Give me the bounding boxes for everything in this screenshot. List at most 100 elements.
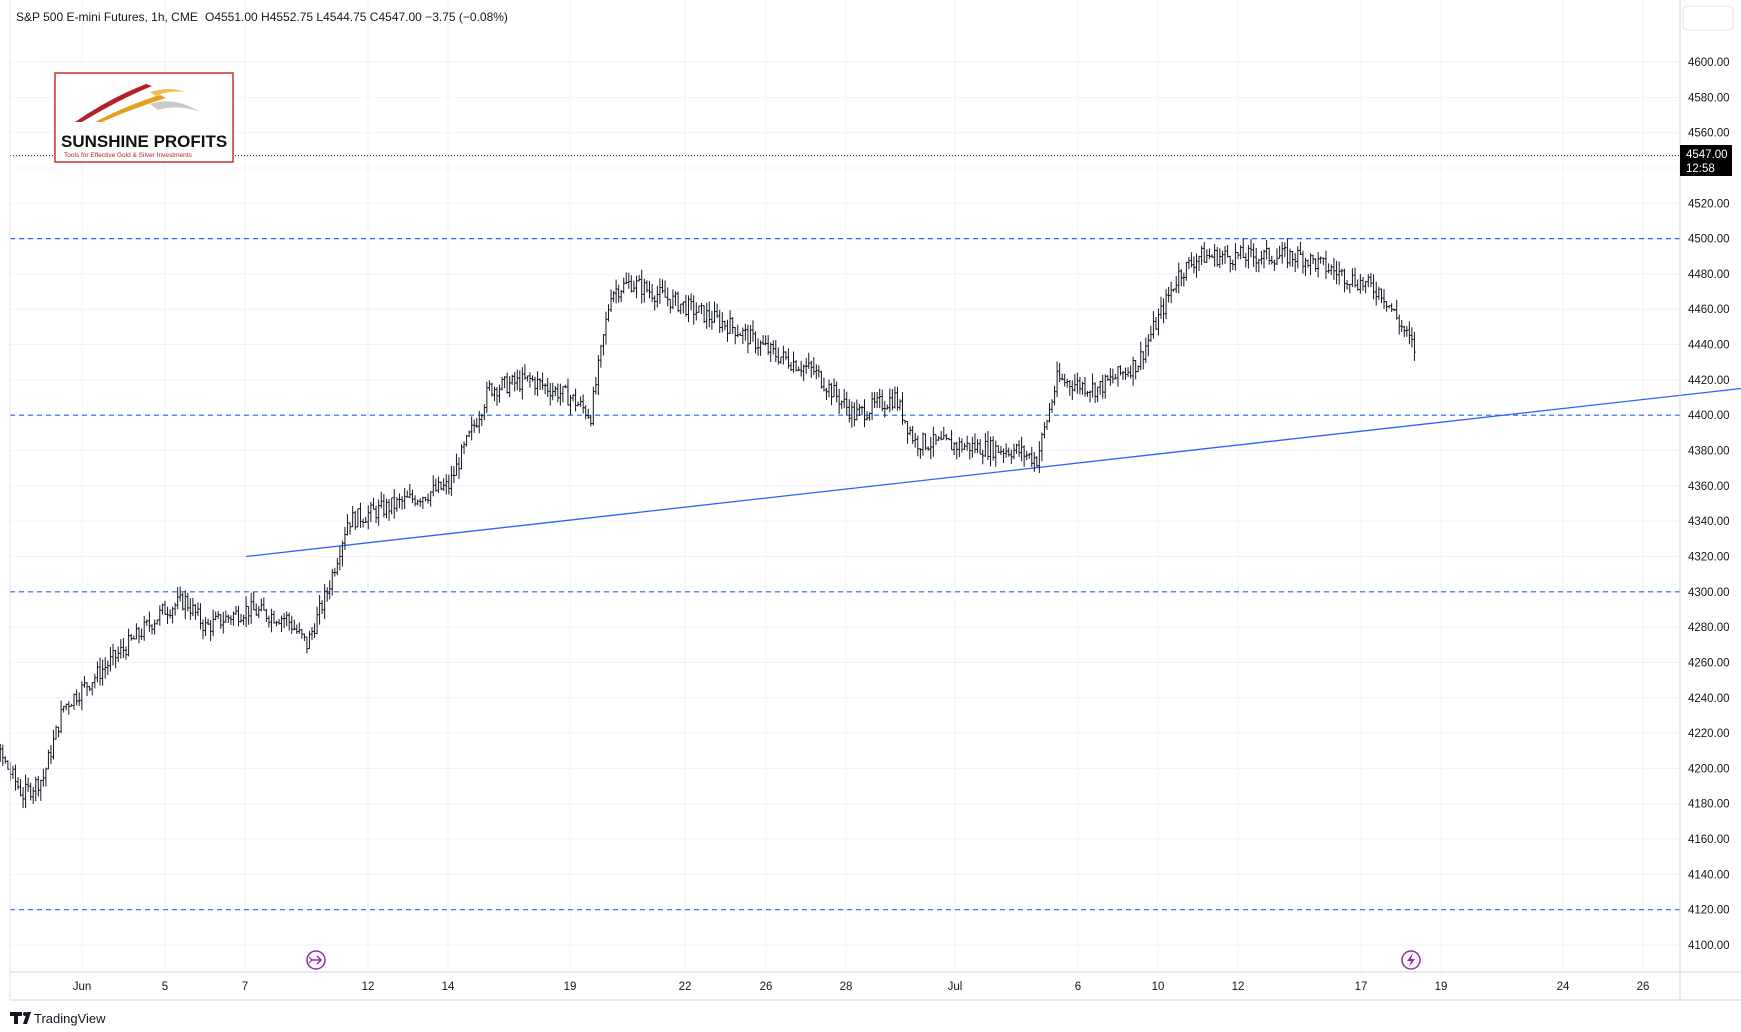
candle	[584, 405, 588, 420]
candle	[1119, 365, 1122, 376]
candle	[546, 377, 549, 397]
candle	[715, 303, 719, 319]
candle	[978, 438, 982, 455]
candle	[1286, 237, 1289, 269]
time-tick-label: 26	[760, 981, 773, 993]
candle	[531, 375, 534, 382]
candle	[1169, 281, 1173, 304]
candle	[475, 417, 479, 428]
candle	[1327, 263, 1330, 274]
price-tick-label: 4320.00	[1688, 551, 1730, 563]
candle	[148, 611, 151, 632]
candle	[1035, 456, 1039, 467]
tradingview-logo[interactable]: TradingView	[10, 1011, 106, 1026]
candle	[617, 284, 620, 303]
candle	[971, 436, 974, 458]
candle	[1, 744, 5, 766]
candle	[592, 386, 595, 426]
candle	[1106, 375, 1110, 381]
candle	[1403, 325, 1406, 338]
candle	[1121, 370, 1125, 380]
candle	[101, 659, 104, 686]
candle	[447, 474, 451, 495]
candle	[820, 370, 823, 389]
candle	[96, 661, 99, 683]
candle	[85, 682, 89, 696]
candle	[209, 620, 212, 642]
candle	[1231, 259, 1235, 271]
candle	[150, 624, 154, 635]
candle	[1364, 280, 1367, 294]
candle	[1311, 254, 1315, 265]
trend-line[interactable]	[246, 329, 1741, 558]
candle	[853, 402, 856, 427]
candle	[653, 295, 657, 311]
candle	[1400, 320, 1404, 332]
candle	[1038, 441, 1041, 474]
time-tick-label: Jun	[73, 981, 92, 993]
candle	[1167, 286, 1170, 303]
candle	[472, 419, 476, 433]
candle	[1136, 365, 1140, 373]
candle	[1260, 250, 1263, 265]
candle	[1392, 308, 1396, 312]
candle	[1144, 337, 1148, 364]
time-tick-label: 6	[1075, 981, 1081, 993]
candle	[1134, 359, 1137, 380]
candle	[586, 408, 590, 419]
candle	[382, 493, 386, 518]
candle	[901, 392, 904, 425]
tradingview-icon	[10, 1012, 31, 1024]
top-right-widget[interactable]	[1682, 5, 1734, 31]
candle	[766, 335, 770, 356]
candle	[1050, 399, 1054, 413]
candle	[4, 756, 7, 764]
arrow-circle-icon[interactable]	[306, 950, 326, 970]
candle	[1329, 264, 1333, 276]
candle	[612, 291, 615, 303]
candle	[822, 377, 826, 392]
candle	[292, 619, 296, 631]
candle	[405, 490, 409, 498]
candle	[439, 481, 443, 491]
candle	[372, 497, 375, 510]
candle	[1361, 277, 1365, 291]
candle	[1149, 325, 1153, 342]
candle	[221, 611, 225, 634]
candle	[1179, 269, 1183, 287]
candle	[116, 646, 120, 662]
candle	[934, 434, 938, 446]
candle	[1293, 252, 1297, 273]
candle	[1174, 275, 1178, 293]
candle	[1124, 367, 1127, 380]
time-tick-label: 22	[679, 981, 692, 993]
candle	[242, 614, 245, 626]
trend-line-layer[interactable]	[246, 329, 1741, 558]
candle	[260, 598, 263, 612]
candle	[1322, 257, 1325, 266]
candle	[219, 614, 223, 629]
candle	[1239, 245, 1242, 260]
candle	[1081, 381, 1084, 395]
candle	[315, 606, 319, 635]
candle	[1397, 314, 1401, 335]
candle	[168, 609, 172, 619]
candle	[1316, 252, 1320, 278]
candle	[645, 280, 649, 293]
candle	[789, 362, 793, 372]
candle	[450, 465, 453, 497]
time-tick-label: 26	[1637, 981, 1650, 993]
candle	[713, 301, 716, 324]
candle	[950, 430, 953, 451]
candle	[49, 745, 53, 765]
candle	[1337, 261, 1341, 285]
time-axis[interactable]: Jun 5 7 12 14 19 22 26 28 Jul 6 10 12 17 19 24 26	[73, 981, 1650, 993]
candle	[1010, 449, 1013, 464]
candle	[191, 597, 195, 617]
candle	[1131, 356, 1135, 386]
candle	[413, 495, 417, 507]
candle	[493, 386, 496, 402]
lightning-circle-icon[interactable]	[1401, 950, 1421, 970]
candle	[257, 605, 261, 619]
